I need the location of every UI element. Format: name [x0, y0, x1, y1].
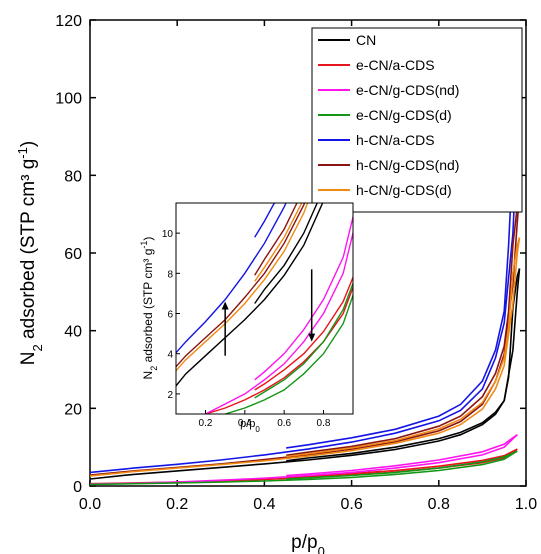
y-axis-label-text: adsorbed (STP cm³ g [18, 159, 39, 345]
inset-series-cn-desorption [254, 203, 318, 304]
legend-label-e-cn-g-cds-nd: e-CN/g-CDS(nd) [356, 82, 459, 98]
y-axis-label-end: ) [18, 141, 39, 147]
inset-series-h-cn-a-cds-adsorption [176, 203, 287, 354]
y-axis-label-subscript: 2 [30, 344, 45, 351]
legend-box [311, 27, 523, 213]
inset-series-e-cn-g-cds-nd-desorption [254, 211, 353, 381]
x-tick-label-4: 0.8 [428, 496, 450, 513]
inset-y-axis-label-superscript: -1 [139, 241, 149, 249]
inset-arrow-down-head [308, 333, 316, 342]
x-tick-label-0: 0.0 [79, 496, 101, 513]
inset-arrows [221, 269, 316, 356]
y-tick-label-2: 40 [64, 324, 82, 341]
inset-series-e-cn-a-cds-adsorption [201, 282, 353, 414]
inset-x-tick-label-1: 0.4 [238, 418, 252, 429]
y-tick-label-5: 100 [55, 91, 82, 108]
inset-y-axis-label-text: adsorbed (STP cm³ g [141, 249, 155, 366]
inset-series-e-cn-g-cds-d-desorption [254, 279, 353, 399]
inset-series-h-cn-g-cds-d-desorption [254, 203, 303, 282]
inset-y-tick-label-3: 8 [167, 269, 173, 280]
series-e-cn-g-cds-d-adsorption [90, 450, 518, 486]
y-tick-label-4: 80 [64, 168, 82, 185]
x-tick-label-1: 0.2 [166, 496, 188, 513]
series-e-cn-g-cds-d-desorption [286, 450, 518, 480]
y-axis-label: N2 adsorbed (STP cm³ g-1) [15, 141, 45, 365]
inset-series-group [176, 203, 353, 414]
legend-label-h-cn-g-cds-d: h-CN/g-CDS(d) [356, 182, 452, 198]
series-e-cn-a-cds-desorption [286, 448, 518, 479]
inset-y-tick-label-2: 6 [167, 310, 173, 321]
y-axis-label-superscript: -1 [15, 147, 30, 159]
series-h-cn-g-cds-d-desorption [286, 237, 521, 458]
inset-arrow-up-head [221, 301, 229, 310]
series-h-cn-a-cds-adsorption [90, 91, 521, 474]
y-tick-label-6: 120 [55, 13, 82, 30]
inset-x-axis-label-subscript: 0 [255, 425, 260, 434]
series-e-cn-g-cds-nd-desorption [286, 434, 518, 477]
inset-series-h-cn-g-cds-nd-desorption [254, 203, 298, 276]
x-tick-label-3: 0.6 [340, 496, 362, 513]
inset-y-axis-label: N2 adsorbed (STP cm³ g-1) [139, 237, 159, 380]
inset-y-axis-label-main: N [141, 371, 155, 380]
y-tick-label-1: 20 [64, 401, 82, 418]
inset-series-e-cn-g-cds-d-adsorption [221, 290, 353, 414]
inset-x-tick-label-3: 0.8 [317, 418, 331, 429]
inset-series-cn-adsorption [176, 203, 324, 387]
x-axis-label: p/p0 [291, 532, 325, 554]
series-h-cn-g-cds-d-adsorption [90, 237, 521, 477]
main-series-group [90, 91, 521, 486]
legend-label-e-cn-a-cds: e-CN/a-CDS [356, 57, 435, 73]
inset-series-h-cn-g-cds-d-adsorption [176, 203, 309, 372]
inset-x-tick-label-2: 0.6 [277, 418, 291, 429]
inset-axis-ticks: 0.2 0.4 0.6 0.8 2 4 6 8 10 [162, 229, 331, 429]
legend-label-e-cn-g-cds-d: e-CN/g-CDS(d) [356, 107, 452, 123]
x-tick-label-5: 1.0 [515, 496, 537, 513]
x-axis-label-subscript: 0 [318, 544, 325, 554]
inset-series-e-cn-a-cds-desorption [254, 273, 353, 391]
legend-label-h-cn-a-cds: h-CN/a-CDS [356, 132, 435, 148]
inset-x-tick-label-0: 0.2 [199, 418, 213, 429]
inset-frame [175, 202, 354, 415]
y-tick-label-0: 0 [73, 479, 82, 496]
legend: CN e-CN/a-CDS e-CN/g-CDS(nd) e-CN/g-CDS(d) h… [311, 27, 523, 213]
inset-y-axis-label-end: ) [141, 237, 155, 241]
y-tick-label-3: 60 [64, 246, 82, 263]
x-tick-label-2: 0.4 [253, 496, 275, 513]
series-h-cn-g-cds-nd-desorption [286, 194, 521, 457]
y-axis-label-main: N [18, 351, 39, 365]
inset-y-tick-label-1: 4 [167, 350, 173, 361]
inset-series-h-cn-g-cds-nd-adsorption [176, 203, 306, 368]
inset-x-axis-label-main: p/p [240, 418, 255, 430]
x-axis-label-main: p/p [291, 532, 317, 553]
inset-series-e-cn-g-cds-nd-adsorption [203, 225, 353, 414]
inset-y-axis-label-subscript: 2 [149, 366, 159, 371]
legend-label-h-cn-g-cds-nd: h-CN/g-CDS(nd) [356, 157, 459, 173]
legend-label-cn: CN [356, 32, 376, 48]
inset-background [176, 203, 353, 414]
inset-x-axis-label: p/p0 [240, 418, 260, 434]
inset-y-tick-label-4: 10 [162, 229, 174, 240]
inset-y-tick-label-0: 2 [167, 390, 173, 401]
